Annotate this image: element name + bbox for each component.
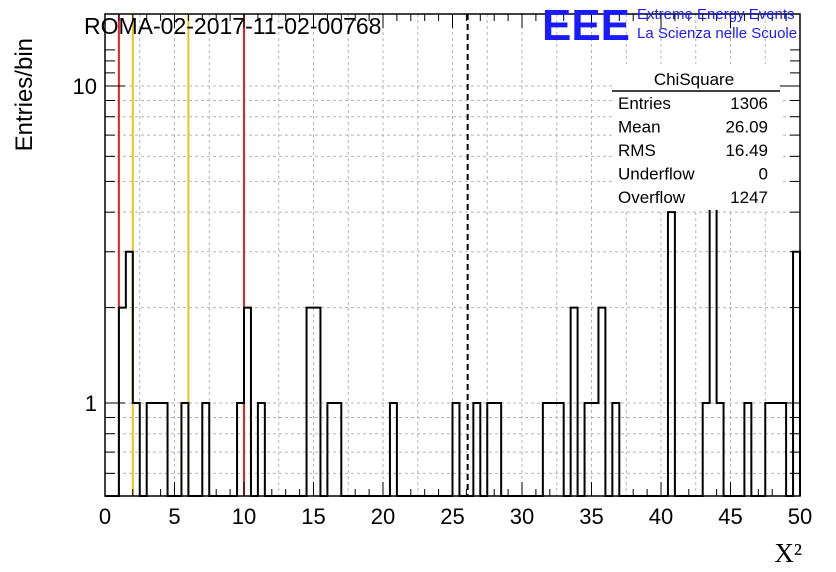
histogram-bin bbox=[772, 403, 779, 496]
histogram-bin bbox=[598, 308, 605, 496]
histogram-bin bbox=[237, 403, 244, 496]
histogram-bin bbox=[154, 403, 161, 496]
logo-line-1: Extreme Energy Events bbox=[637, 6, 795, 23]
x-tick-label: 20 bbox=[371, 504, 395, 529]
histogram-bin bbox=[703, 403, 710, 496]
run-title: ROMA-02-2017-11-02-00768 bbox=[84, 13, 381, 39]
histogram-bin bbox=[793, 252, 800, 496]
axis-ticks bbox=[104, 14, 801, 496]
histogram-bin bbox=[717, 403, 724, 496]
histogram-bin bbox=[612, 403, 619, 496]
x-tick-label: 5 bbox=[168, 504, 180, 529]
histogram-bin bbox=[258, 403, 265, 496]
x-tick-label: 10 bbox=[232, 504, 256, 529]
histogram-bin bbox=[765, 403, 772, 496]
histogram-bin bbox=[494, 403, 501, 496]
histogram-bin bbox=[453, 403, 460, 496]
histogram-bin bbox=[550, 403, 557, 496]
histogram-bin bbox=[487, 403, 494, 496]
histogram-bin bbox=[334, 403, 341, 496]
histogram-bin bbox=[668, 212, 675, 496]
histogram-bin bbox=[181, 403, 188, 496]
histogram-bin bbox=[585, 403, 592, 496]
histogram-bin bbox=[244, 308, 251, 496]
y-tick-label: 10 bbox=[73, 74, 97, 99]
x-tick-label: 40 bbox=[649, 504, 673, 529]
histogram-bin bbox=[571, 308, 578, 496]
stats-value: 1306 bbox=[730, 94, 768, 113]
stats-value: 0 bbox=[759, 165, 768, 184]
x-tick-label: 0 bbox=[99, 504, 111, 529]
x-tick-label: 45 bbox=[718, 504, 742, 529]
histogram-bin bbox=[202, 403, 209, 496]
x-tick-label: 25 bbox=[440, 504, 464, 529]
histogram-bin bbox=[161, 403, 168, 496]
x-tick-label: 35 bbox=[579, 504, 603, 529]
x-tick-label: 30 bbox=[510, 504, 534, 529]
histogram-bin bbox=[390, 403, 397, 496]
stats-label: Overflow bbox=[618, 188, 686, 207]
histogram-bin bbox=[126, 252, 133, 496]
stats-label: Entries bbox=[618, 94, 671, 113]
stats-label: Underflow bbox=[618, 165, 695, 184]
y-tick-label: 1 bbox=[85, 391, 97, 416]
histogram-bin bbox=[327, 403, 334, 496]
x-tick-label: 15 bbox=[301, 504, 325, 529]
stats-label: RMS bbox=[618, 141, 656, 160]
stats-value: 16.49 bbox=[725, 141, 768, 160]
stats-value: 26.09 bbox=[725, 118, 768, 137]
histogram-bin bbox=[592, 403, 599, 496]
x-axis-label: X² bbox=[774, 538, 802, 568]
y-axis-label: Entries/bin bbox=[11, 38, 38, 151]
histogram-bin bbox=[119, 308, 126, 496]
histogram-bin bbox=[779, 403, 786, 496]
histogram-bin bbox=[543, 403, 550, 496]
stats-label: Mean bbox=[618, 118, 661, 137]
stats-value: 1247 bbox=[730, 188, 768, 207]
histogram-bin bbox=[307, 308, 314, 496]
axis-tick-labels: 0 5 10 15 20 25 30 35 40 45 50 1 10 bbox=[73, 74, 813, 529]
histogram-bin bbox=[147, 403, 154, 496]
eee-logo: EEE bbox=[542, 1, 630, 50]
histogram-bin bbox=[314, 308, 321, 496]
histogram-bin bbox=[133, 403, 140, 496]
x-tick-label: 50 bbox=[788, 504, 812, 529]
stats-box: ChiSquare Entries 1306 Mean 26.09 RMS 16.49 Un… bbox=[612, 64, 780, 210]
logo-line-2: La Scienza nelle Scuole bbox=[637, 25, 797, 42]
stats-title: ChiSquare bbox=[654, 70, 734, 89]
plot-frame bbox=[104, 13, 801, 497]
histogram-bin bbox=[557, 403, 564, 496]
histogram-bin bbox=[744, 403, 751, 496]
histogram-bin bbox=[473, 403, 480, 496]
